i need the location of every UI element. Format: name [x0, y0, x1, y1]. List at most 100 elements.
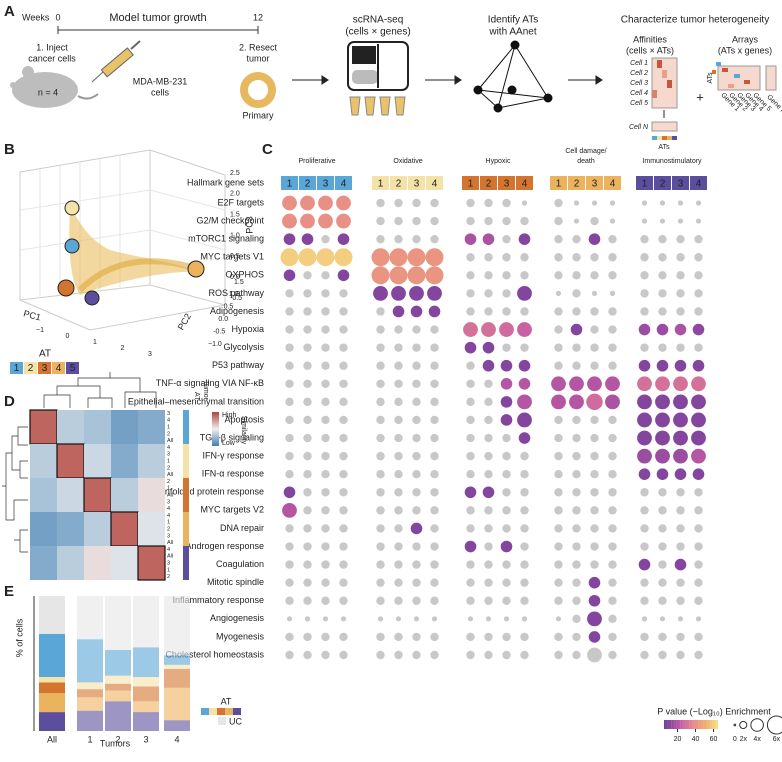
tumor-icon [240, 72, 276, 108]
color-scale [669, 720, 672, 729]
bar-segment [39, 712, 65, 731]
color-scale [712, 720, 715, 729]
dot [659, 218, 666, 224]
dot [590, 361, 599, 370]
dot [482, 233, 495, 245]
dot [303, 343, 312, 352]
dot [517, 394, 532, 410]
dot [587, 611, 602, 627]
dot [572, 253, 581, 262]
column-label: 1 [556, 179, 562, 190]
heatmap-cell [84, 410, 111, 444]
row-label: Cholesterol homeostasis [165, 649, 264, 659]
row-label: P53 pathway [212, 360, 265, 370]
column-header [372, 176, 389, 190]
dot [554, 488, 563, 497]
dot [637, 430, 652, 446]
dot [430, 506, 439, 515]
panel-letter: C [262, 141, 273, 158]
axis-label: PC3 [244, 216, 254, 234]
column-label: 4 [696, 179, 702, 190]
dot [676, 307, 685, 316]
dot [520, 542, 529, 551]
dot [605, 394, 620, 410]
dot [502, 271, 511, 280]
inject-label: 1. Inject [36, 42, 68, 52]
dot [608, 560, 617, 569]
legend-label: 3 [42, 363, 48, 374]
row-label: Androgen response [185, 541, 264, 551]
dot [376, 415, 385, 425]
dot [640, 343, 649, 352]
dot [502, 650, 511, 660]
dot [572, 470, 581, 479]
dot [303, 524, 312, 533]
size-key [750, 718, 764, 732]
dot [412, 542, 421, 551]
color-scale [694, 720, 697, 729]
row-label: MYC targets V2 [200, 505, 264, 515]
row-label: Glycolysis [223, 342, 264, 352]
dot [608, 325, 617, 334]
dot [520, 632, 529, 642]
dot [427, 286, 442, 301]
row-label: 1 [167, 424, 170, 430]
dot [376, 470, 385, 479]
color-scale [682, 720, 684, 729]
dot [371, 248, 390, 267]
column-label: 4 [522, 179, 528, 190]
week-end: 12 [253, 12, 263, 22]
dot [484, 289, 493, 298]
dot [464, 540, 477, 553]
dot [391, 286, 406, 301]
cell-line: MDA-MB-231 [133, 76, 188, 86]
column-label: 2 [396, 179, 402, 190]
dot [658, 488, 667, 497]
bar-segment [77, 710, 103, 731]
cell-label: Cell 4 [630, 90, 648, 97]
dot [321, 325, 330, 334]
dot [658, 271, 667, 280]
at-points [57, 200, 205, 306]
dot [694, 542, 703, 551]
dot [466, 632, 475, 642]
dot [502, 578, 511, 587]
dot [658, 506, 667, 515]
dot [394, 488, 403, 497]
tick-label: 2x [740, 736, 748, 743]
dot [376, 578, 385, 587]
dot [373, 286, 388, 301]
bar-segment [164, 687, 190, 721]
dot [395, 616, 402, 622]
cell-cloud [77, 258, 196, 293]
dot [336, 213, 351, 229]
dot [321, 542, 330, 551]
dot [430, 415, 439, 425]
dot [572, 632, 581, 642]
dot [520, 524, 529, 533]
dot [280, 248, 299, 267]
row-label: All [167, 554, 173, 560]
dot [590, 253, 599, 262]
dot [376, 325, 385, 334]
dot [554, 198, 563, 208]
dot [590, 542, 599, 551]
dot [521, 616, 528, 622]
dot [608, 578, 617, 587]
dot [590, 271, 599, 280]
dot [658, 307, 667, 316]
dot [339, 415, 348, 425]
dot [321, 433, 330, 443]
row-label: 1 [167, 458, 170, 464]
dot [691, 376, 706, 392]
dot [412, 415, 421, 425]
dot [376, 506, 385, 515]
heatmap-cell [57, 512, 84, 546]
y-tick-label: 1.0 [229, 291, 239, 298]
color-scale [664, 720, 666, 729]
dot [430, 234, 439, 244]
x-tick-label: −1 [36, 327, 44, 334]
row-label: 1 [167, 567, 170, 573]
